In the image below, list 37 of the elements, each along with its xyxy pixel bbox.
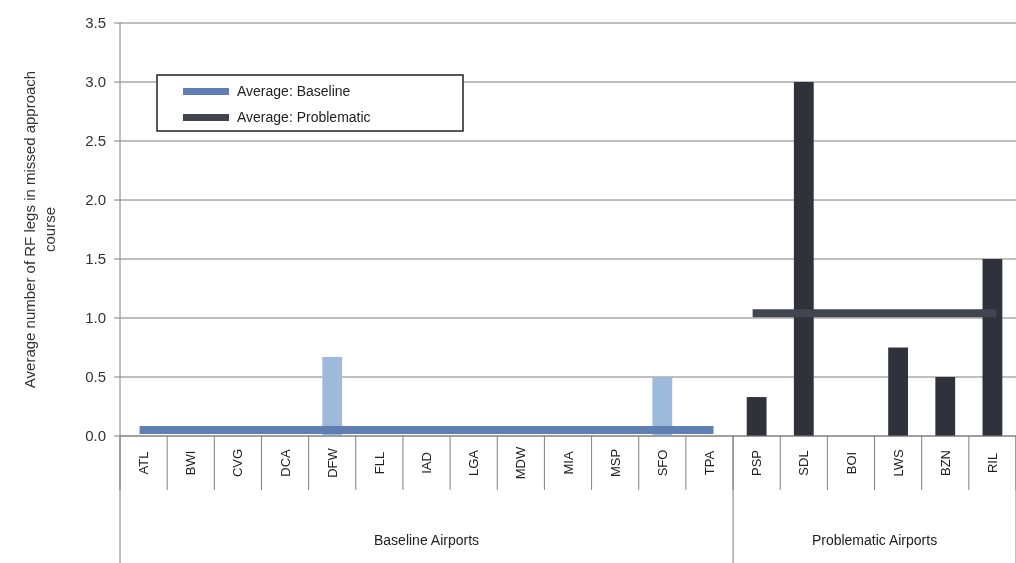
y-tick-label: 1.0 xyxy=(85,309,106,327)
x-tick-label: IAD xyxy=(419,452,435,474)
y-tick-label: 3.0 xyxy=(85,73,106,91)
bar xyxy=(982,259,1003,436)
x-tick-label: LGA xyxy=(466,449,482,477)
text: Baseline Airports xyxy=(374,532,480,548)
x-tick-label: DCA xyxy=(277,448,293,477)
text: Problematic Airports xyxy=(811,532,938,548)
x-tick-label: TPA xyxy=(702,450,718,476)
legend-label: Average: Problematic xyxy=(237,108,371,125)
y-tick-label: 0.0 xyxy=(85,427,106,445)
x-tick-label: CVG xyxy=(230,448,246,478)
legend-label: Average: Baseline xyxy=(237,82,351,99)
bar xyxy=(935,377,956,436)
y-tick-label: 1.5 xyxy=(85,250,106,268)
x-tick-label: SFO xyxy=(654,449,670,477)
x-tick-label: FLL xyxy=(371,451,387,475)
x-tick-label: MSP xyxy=(607,448,623,478)
bar xyxy=(888,347,909,436)
x-tick-label: BWI xyxy=(183,450,199,476)
x-tick-label: PSP xyxy=(749,449,765,477)
bar xyxy=(746,397,767,436)
x-tick-label: BZN xyxy=(937,450,953,476)
x-tick-label: RIL xyxy=(984,452,1000,474)
x-tick-label: DFW xyxy=(324,447,340,478)
y-tick-label: 3.5 xyxy=(85,14,106,32)
x-tick-label: SDL xyxy=(796,450,812,476)
x-tick-label: MDW xyxy=(513,446,529,480)
y-tick-label: 0.5 xyxy=(85,368,106,386)
x-tick-label: MIA xyxy=(560,451,576,475)
x-tick-label: LWS xyxy=(890,449,906,477)
x-tick-label: ATL xyxy=(136,451,152,475)
y-tick-label: 2.5 xyxy=(85,132,106,150)
y-tick-label: 2.0 xyxy=(85,191,106,209)
bar xyxy=(793,82,814,436)
x-tick-label: BOI xyxy=(843,451,859,475)
y-axis-title: Average number of RF legs in missed approach course xyxy=(21,70,59,389)
